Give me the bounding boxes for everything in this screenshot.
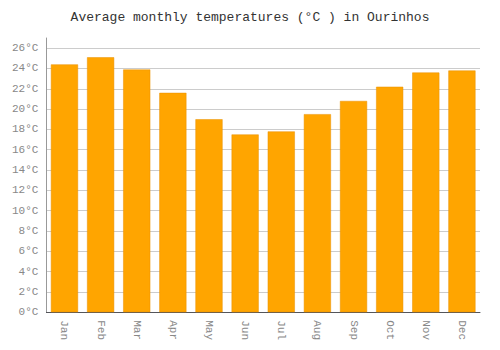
- svg-text:4°C: 4°C: [19, 266, 39, 278]
- svg-text:12°C: 12°C: [12, 184, 39, 196]
- svg-text:Mar: Mar: [131, 320, 143, 340]
- svg-text:20°C: 20°C: [12, 103, 39, 115]
- svg-text:Jan: Jan: [58, 320, 70, 340]
- svg-text:24°C: 24°C: [12, 62, 39, 74]
- svg-text:May: May: [203, 320, 215, 340]
- svg-text:Jul: Jul: [275, 320, 287, 340]
- svg-text:18°C: 18°C: [12, 123, 39, 135]
- svg-text:10°C: 10°C: [12, 205, 39, 217]
- svg-text:Oct: Oct: [384, 320, 396, 340]
- svg-text:6°C: 6°C: [19, 245, 39, 257]
- svg-text:8°C: 8°C: [19, 225, 39, 237]
- svg-text:0°C: 0°C: [19, 306, 39, 318]
- svg-text:Aug: Aug: [311, 320, 323, 340]
- svg-text:Feb: Feb: [95, 320, 107, 340]
- svg-text:14°C: 14°C: [12, 164, 39, 176]
- svg-text:16°C: 16°C: [12, 144, 39, 156]
- svg-text:Average monthly temperatures (: Average monthly temperatures (°C ) in Ou…: [71, 10, 430, 25]
- svg-text:2°C: 2°C: [19, 286, 39, 298]
- svg-text:Jun: Jun: [239, 320, 251, 340]
- svg-text:22°C: 22°C: [12, 83, 39, 95]
- svg-text:Sep: Sep: [348, 320, 360, 340]
- svg-text:Nov: Nov: [420, 320, 432, 340]
- svg-text:26°C: 26°C: [12, 42, 39, 54]
- svg-text:Dec: Dec: [456, 320, 468, 340]
- svg-text:Apr: Apr: [167, 320, 179, 340]
